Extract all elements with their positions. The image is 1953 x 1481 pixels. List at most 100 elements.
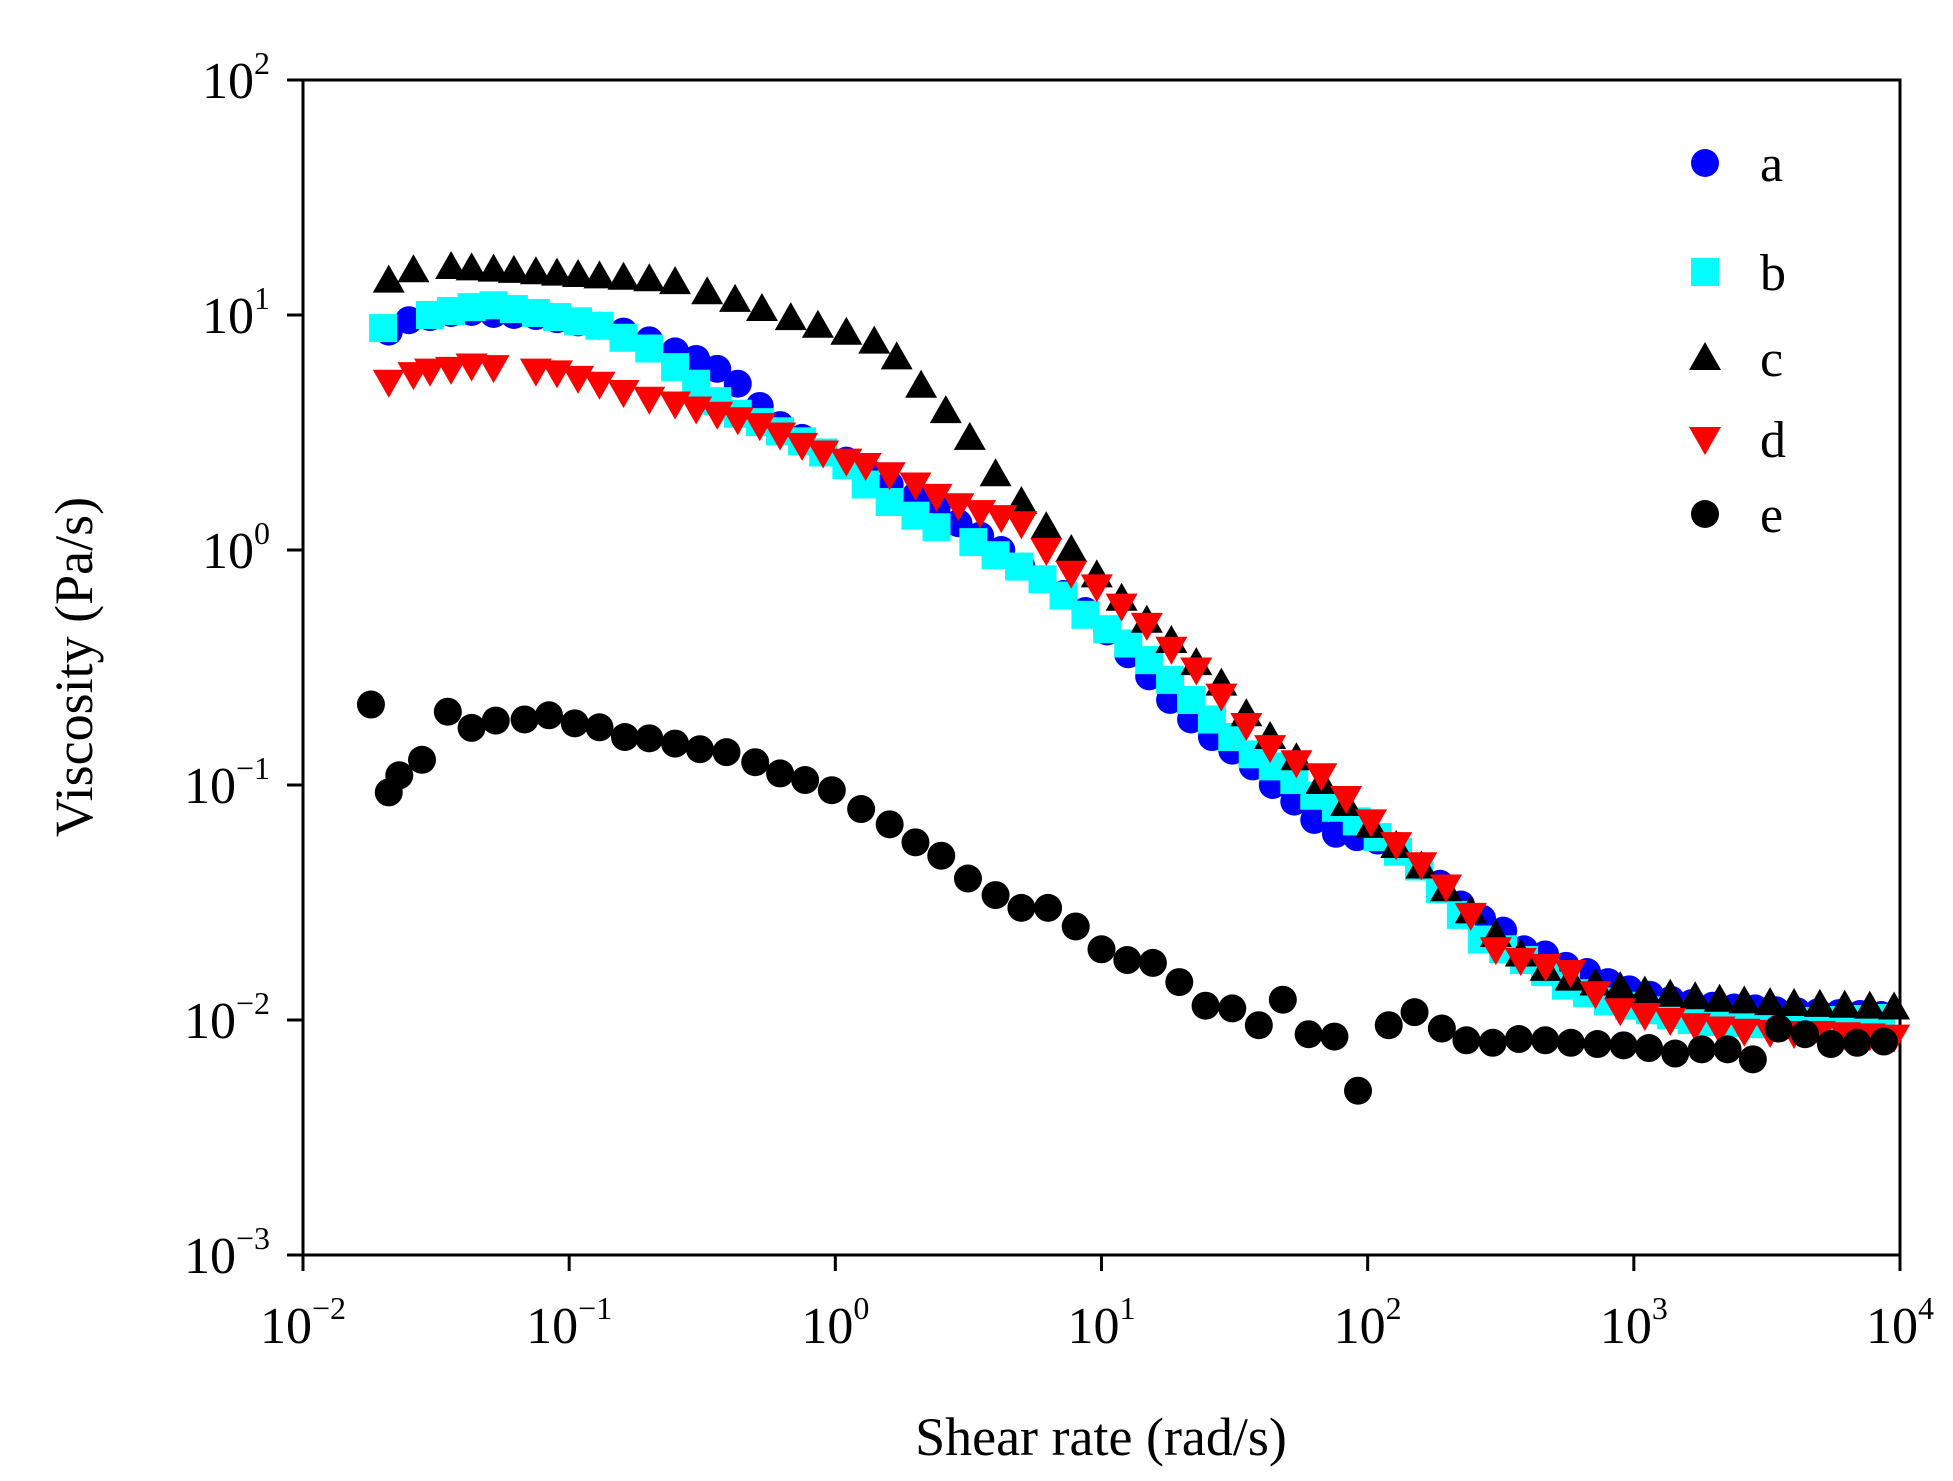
data-point xyxy=(1556,1028,1585,1057)
data-point xyxy=(455,353,488,382)
data-point xyxy=(1061,912,1090,941)
data-point xyxy=(1604,998,1637,1027)
data-point xyxy=(801,309,834,338)
data-point xyxy=(481,706,510,735)
data-point xyxy=(1055,560,1088,589)
data-point xyxy=(920,483,953,512)
data-point xyxy=(1878,991,1911,1020)
data-point xyxy=(1654,978,1687,1007)
data-point xyxy=(880,341,913,370)
data-point xyxy=(1005,552,1034,581)
data-point xyxy=(1305,763,1338,792)
x-tick-label: 104 xyxy=(1866,1290,1934,1355)
data-point xyxy=(712,738,741,767)
data-point xyxy=(1843,1028,1872,1057)
data-point xyxy=(1754,987,1787,1016)
legend-label-e: e xyxy=(1760,487,1783,544)
data-point xyxy=(1828,989,1861,1018)
data-point xyxy=(477,355,510,384)
data-point xyxy=(510,705,539,734)
data-point xyxy=(719,283,752,312)
data-point xyxy=(1504,1025,1533,1054)
data-point xyxy=(1191,991,1220,1020)
data-point xyxy=(1034,893,1063,922)
x-tick-label: 100 xyxy=(801,1290,869,1355)
y-axis-title: Viscosity (Pa/s) xyxy=(44,497,104,837)
data-point xyxy=(741,748,770,777)
data-point xyxy=(1703,1016,1736,1045)
y-tick-label: 100 xyxy=(202,515,270,580)
data-point xyxy=(875,488,904,517)
data-point xyxy=(743,413,776,442)
data-point xyxy=(682,344,711,373)
data-point xyxy=(1803,988,1836,1017)
data-point xyxy=(1244,1011,1273,1040)
data-point xyxy=(764,422,797,451)
data-point xyxy=(1320,1022,1349,1051)
data-point xyxy=(1330,786,1363,815)
data-point xyxy=(433,697,462,726)
data-point xyxy=(1529,953,1562,982)
data-point xyxy=(1165,968,1194,997)
data-point xyxy=(1005,511,1038,540)
data-point xyxy=(1728,1018,1761,1047)
data-point xyxy=(1869,1027,1898,1056)
data-point xyxy=(1280,750,1313,779)
data-point xyxy=(1479,937,1512,966)
data-point xyxy=(372,264,405,293)
x-tick-label: 103 xyxy=(1600,1290,1668,1355)
data-point xyxy=(1230,713,1263,742)
y-tick-label: 101 xyxy=(202,280,270,345)
data-point xyxy=(1728,985,1761,1014)
x-axis: 10−2 10−1 100 101 102 103 104 xyxy=(260,1255,1934,1355)
data-point xyxy=(1661,1039,1690,1068)
data-point xyxy=(1634,1034,1663,1063)
data-point xyxy=(1604,971,1637,1000)
legend-label-b: b xyxy=(1760,245,1786,302)
data-point xyxy=(685,735,714,764)
data-point xyxy=(1703,983,1736,1012)
data-point xyxy=(1628,1003,1661,1032)
data-point xyxy=(610,723,639,752)
data-point xyxy=(774,302,807,331)
data-point xyxy=(583,260,616,289)
data-point xyxy=(562,258,595,287)
plot-area xyxy=(301,78,1902,1257)
data-point xyxy=(1430,874,1463,903)
data-point xyxy=(1380,832,1413,861)
data-point xyxy=(1778,987,1811,1016)
data-point xyxy=(435,251,468,280)
data-point xyxy=(786,432,819,461)
data-point xyxy=(519,256,552,285)
data-point xyxy=(1130,612,1163,641)
data-point xyxy=(1374,1011,1403,1040)
data-point xyxy=(1504,948,1537,977)
data-point xyxy=(1254,735,1287,764)
data-point xyxy=(519,358,552,387)
data-point xyxy=(1583,1030,1612,1059)
legend-marker-c xyxy=(1689,342,1721,370)
data-point xyxy=(394,306,423,335)
data-point xyxy=(497,254,530,283)
data-point xyxy=(1030,511,1063,540)
legend-marker-e xyxy=(1691,500,1719,528)
x-tick-label: 10−2 xyxy=(260,1290,346,1355)
data-point xyxy=(397,254,430,283)
data-point xyxy=(1679,1013,1712,1042)
y-tick-label: 102 xyxy=(202,45,270,110)
data-point xyxy=(927,841,956,870)
data-point xyxy=(1628,975,1661,1004)
x-tick-label: 101 xyxy=(1068,1290,1136,1355)
data-point xyxy=(585,311,614,340)
data-point xyxy=(849,452,882,481)
data-point xyxy=(1155,636,1188,665)
data-point xyxy=(1738,1045,1767,1074)
data-point xyxy=(635,724,664,753)
data-point xyxy=(607,380,640,409)
data-point xyxy=(1300,805,1329,834)
data-point xyxy=(607,261,640,290)
data-point xyxy=(1478,1028,1507,1057)
legend-label-c: c xyxy=(1760,331,1783,388)
data-point xyxy=(635,334,664,363)
